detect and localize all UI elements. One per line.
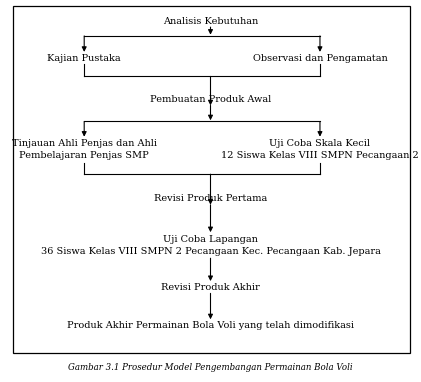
Text: Revisi Produk Pertama: Revisi Produk Pertama	[154, 194, 267, 203]
Text: Observasi dan Pengamatan: Observasi dan Pengamatan	[253, 53, 387, 63]
Text: Gambar 3.1 Prosedur Model Pengembangan Permainan Bola Voli: Gambar 3.1 Prosedur Model Pengembangan P…	[68, 363, 353, 372]
Text: Pembuatan Produk Awal: Pembuatan Produk Awal	[150, 95, 271, 104]
Text: Analisis Kebutuhan: Analisis Kebutuhan	[163, 16, 258, 26]
Text: Uji Coba Skala Kecil
12 Siswa Kelas VIII SMPN Pecangaan 2: Uji Coba Skala Kecil 12 Siswa Kelas VIII…	[221, 139, 419, 160]
Text: Revisi Produk Akhir: Revisi Produk Akhir	[161, 283, 260, 292]
Text: Produk Akhir Permainan Bola Voli yang telah dimodifikasi: Produk Akhir Permainan Bola Voli yang te…	[67, 321, 354, 330]
Text: Kajian Pustaka: Kajian Pustaka	[48, 53, 121, 63]
Text: Uji Coba Lapangan
36 Siswa Kelas VIII SMPN 2 Pecangaan Kec. Pecangaan Kab. Jepar: Uji Coba Lapangan 36 Siswa Kelas VIII SM…	[40, 235, 381, 256]
Text: Tinjauan Ahli Penjas dan Ahli
Pembelajaran Penjas SMP: Tinjauan Ahli Penjas dan Ahli Pembelajar…	[12, 139, 157, 160]
